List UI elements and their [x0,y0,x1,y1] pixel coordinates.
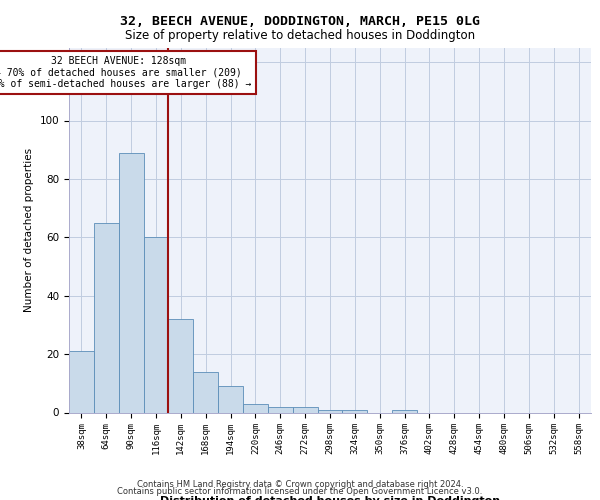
Bar [343,410,367,412]
Text: Contains HM Land Registry data © Crown copyright and database right 2024.: Contains HM Land Registry data © Crown c… [137,480,463,489]
Y-axis label: Number of detached properties: Number of detached properties [24,148,34,312]
Text: 32, BEECH AVENUE, DODDINGTON, MARCH, PE15 0LG: 32, BEECH AVENUE, DODDINGTON, MARCH, PE1… [120,15,480,28]
Bar [218,386,243,412]
Text: Size of property relative to detached houses in Doddington: Size of property relative to detached ho… [125,28,475,42]
Bar [243,404,268,412]
Bar [119,152,143,412]
X-axis label: Distribution of detached houses by size in Doddington: Distribution of detached houses by size … [160,496,500,500]
Bar [193,372,218,412]
Bar [143,238,169,412]
Bar [69,351,94,412]
Bar [317,410,343,412]
Bar [169,319,193,412]
Bar [94,222,119,412]
Bar [392,410,417,412]
Bar [293,406,317,412]
Text: 32 BEECH AVENUE: 128sqm
← 70% of detached houses are smaller (209)
29% of semi-d: 32 BEECH AVENUE: 128sqm ← 70% of detache… [0,56,251,90]
Text: Contains public sector information licensed under the Open Government Licence v3: Contains public sector information licen… [118,487,482,496]
Bar [268,406,293,412]
